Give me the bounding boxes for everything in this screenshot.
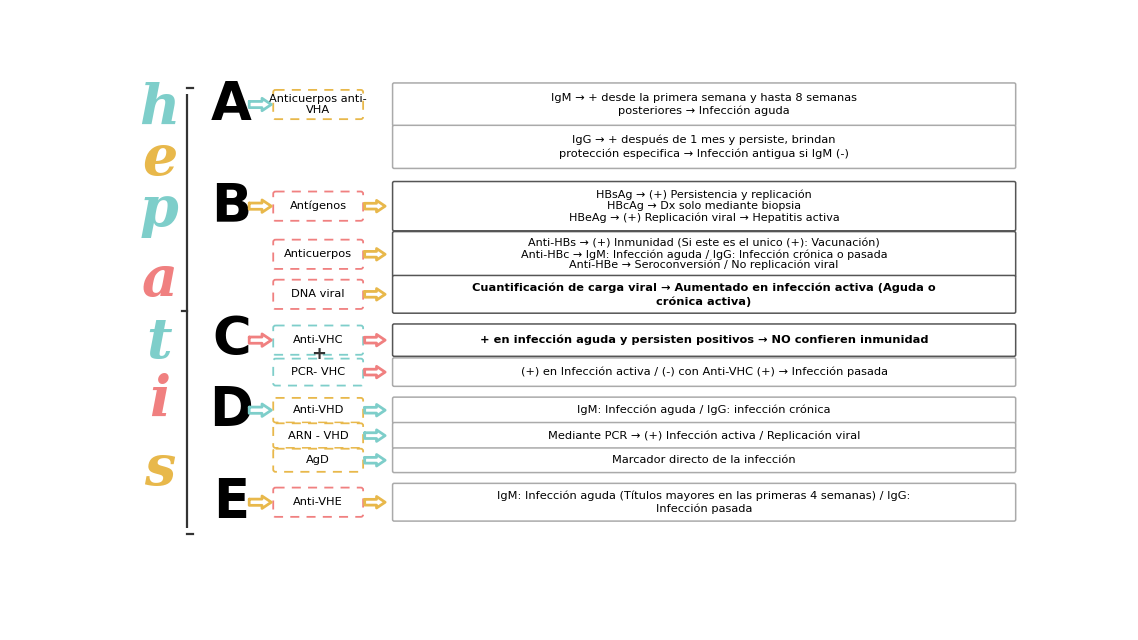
- FancyBboxPatch shape: [273, 191, 363, 221]
- FancyBboxPatch shape: [273, 398, 363, 422]
- Text: C: C: [212, 314, 250, 366]
- Text: i: i: [149, 372, 170, 428]
- Text: HBcAg → Dx solo mediante biopsia: HBcAg → Dx solo mediante biopsia: [607, 201, 801, 211]
- FancyBboxPatch shape: [273, 326, 363, 355]
- Text: B: B: [212, 180, 251, 232]
- Text: D: D: [209, 384, 254, 436]
- FancyBboxPatch shape: [393, 448, 1016, 472]
- Text: IgM: Infección aguda / IgG: infección crónica: IgM: Infección aguda / IgG: infección cr…: [577, 405, 831, 415]
- Polygon shape: [364, 200, 385, 212]
- Text: e: e: [141, 132, 176, 188]
- Text: p: p: [140, 183, 179, 238]
- FancyBboxPatch shape: [273, 90, 363, 119]
- Text: s: s: [143, 442, 175, 497]
- Polygon shape: [249, 200, 271, 212]
- FancyBboxPatch shape: [393, 483, 1016, 521]
- FancyBboxPatch shape: [273, 280, 363, 309]
- Polygon shape: [249, 334, 271, 346]
- Polygon shape: [364, 248, 385, 260]
- Text: Antígenos: Antígenos: [289, 201, 347, 211]
- FancyBboxPatch shape: [393, 397, 1016, 423]
- Text: IgM → + desde la primera semana y hasta 8 semanas
posteriores → Infección aguda: IgM → + desde la primera semana y hasta …: [551, 93, 857, 116]
- Text: HBeAg → (+) Replicación viral → Hepatitis activa: HBeAg → (+) Replicación viral → Hepatiti…: [569, 212, 840, 223]
- FancyBboxPatch shape: [273, 449, 363, 472]
- FancyBboxPatch shape: [393, 125, 1016, 168]
- Polygon shape: [364, 430, 385, 442]
- FancyBboxPatch shape: [393, 232, 1016, 277]
- FancyBboxPatch shape: [393, 83, 1016, 126]
- Polygon shape: [364, 404, 385, 416]
- Text: Cuantificación de carga viral → Aumentado en infección activa (Aguda o
crónica a: Cuantificación de carga viral → Aumentad…: [472, 282, 935, 307]
- FancyBboxPatch shape: [393, 324, 1016, 356]
- Text: Anti-HBs → (+) Inmunidad (Si este es el unico (+): Vacunación): Anti-HBs → (+) Inmunidad (Si este es el …: [528, 239, 880, 249]
- FancyBboxPatch shape: [393, 182, 1016, 231]
- Text: IgG → + después de 1 mes y persiste, brindan
protección especifica → Infección a: IgG → + después de 1 mes y persiste, bri…: [559, 134, 849, 159]
- Text: t: t: [147, 315, 172, 370]
- Text: Anticuerpos anti-
VHA: Anticuerpos anti- VHA: [270, 93, 368, 115]
- Text: Anti-HBe → Seroconversión / No replicación viral: Anti-HBe → Seroconversión / No replicaci…: [569, 260, 839, 270]
- Text: ARN - VHD: ARN - VHD: [288, 431, 348, 440]
- Text: A: A: [211, 79, 251, 131]
- Text: +: +: [311, 345, 325, 363]
- FancyBboxPatch shape: [393, 358, 1016, 387]
- Polygon shape: [249, 404, 271, 417]
- Text: PCR- VHC: PCR- VHC: [291, 367, 345, 377]
- Polygon shape: [364, 366, 385, 378]
- Text: (+) en Infección activa / (-) con Anti-VHC (+) → Infección pasada: (+) en Infección activa / (-) con Anti-V…: [520, 367, 888, 378]
- Text: Marcador directo de la infección: Marcador directo de la infección: [612, 455, 795, 465]
- Text: Mediante PCR → (+) Infección activa / Replicación viral: Mediante PCR → (+) Infección activa / Re…: [547, 430, 860, 441]
- FancyBboxPatch shape: [273, 488, 363, 517]
- FancyBboxPatch shape: [273, 423, 363, 448]
- Polygon shape: [249, 496, 271, 508]
- Text: Anti-HBc → IgM: Infección aguda / IgG: Infección crónica o pasada: Anti-HBc → IgM: Infección aguda / IgG: I…: [521, 249, 888, 260]
- Text: h: h: [139, 82, 180, 136]
- Polygon shape: [364, 289, 385, 300]
- Polygon shape: [364, 454, 385, 466]
- Text: E: E: [214, 476, 249, 528]
- Text: HBsAg → (+) Persistencia y replicación: HBsAg → (+) Persistencia y replicación: [596, 189, 813, 200]
- Polygon shape: [364, 497, 385, 508]
- Polygon shape: [364, 334, 385, 346]
- Text: Anti-VHD: Anti-VHD: [292, 405, 344, 415]
- Polygon shape: [249, 99, 271, 111]
- Text: AgD: AgD: [306, 455, 330, 465]
- FancyBboxPatch shape: [273, 358, 363, 385]
- Text: Anti-VHE: Anti-VHE: [294, 497, 343, 508]
- Text: IgM: Infección aguda (Títulos mayores en las primeras 4 semanas) / IgG:
Infecció: IgM: Infección aguda (Títulos mayores en…: [497, 490, 910, 515]
- Text: Anticuerpos: Anticuerpos: [284, 250, 353, 259]
- Text: DNA viral: DNA viral: [291, 289, 345, 300]
- FancyBboxPatch shape: [273, 239, 363, 269]
- FancyBboxPatch shape: [393, 275, 1016, 313]
- Text: Anti-VHC: Anti-VHC: [292, 335, 344, 345]
- FancyBboxPatch shape: [393, 422, 1016, 449]
- Text: a: a: [141, 253, 178, 308]
- Text: + en infección aguda y persisten positivos → NO confieren inmunidad: + en infección aguda y persisten positiv…: [480, 335, 929, 346]
